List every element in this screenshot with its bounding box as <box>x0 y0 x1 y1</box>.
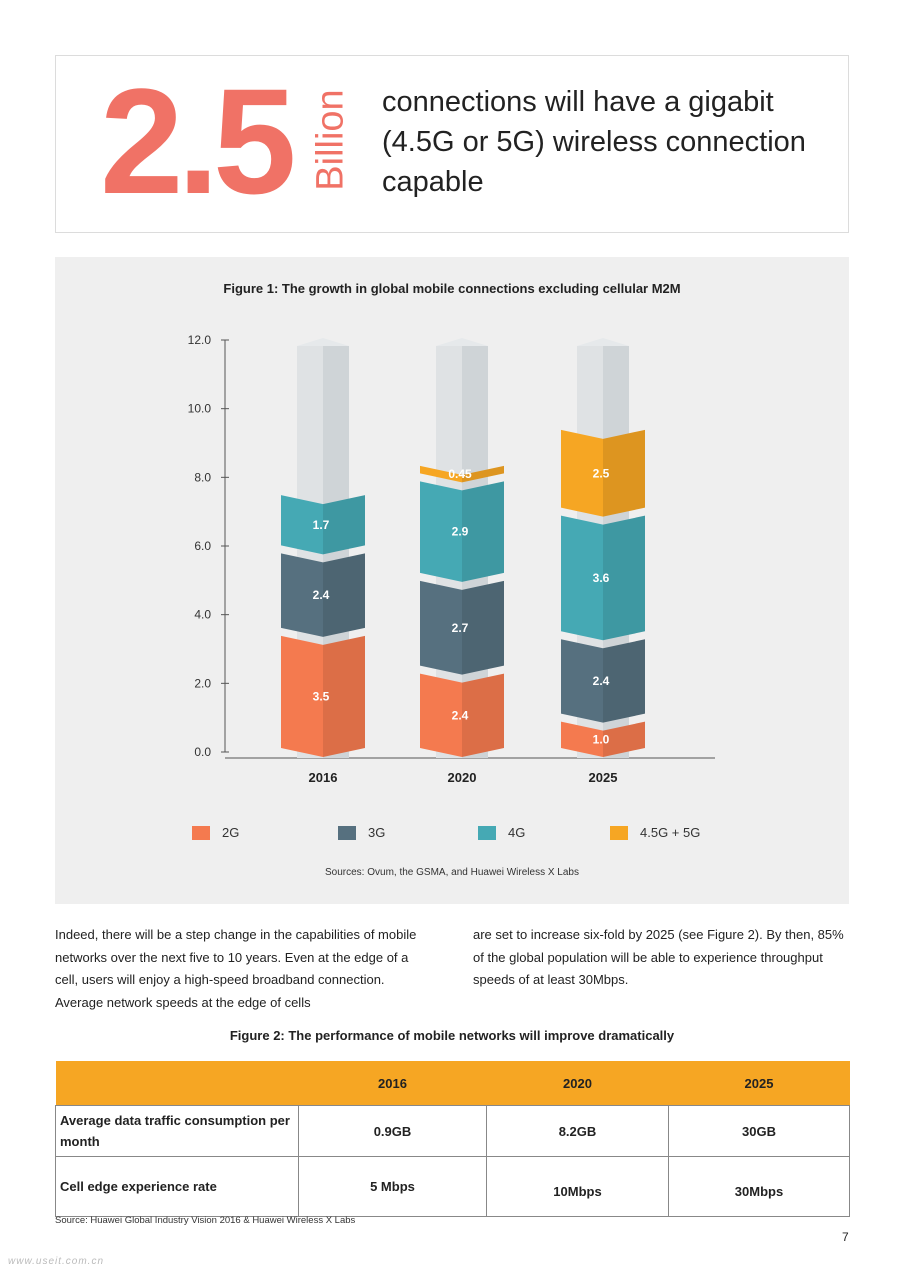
segment-4G-2025-left <box>561 515 603 641</box>
segment-45G5G-2020-left <box>420 465 462 483</box>
table-cell: 30GB <box>668 1105 850 1157</box>
figure1-title: Figure 1: The growth in global mobile co… <box>223 281 681 296</box>
pillar-cap <box>436 338 488 346</box>
figure2-source: Source: Huawei Global Industry Vision 20… <box>55 1215 356 1226</box>
data-label: 3.6 <box>593 571 610 585</box>
table-row: Cell edge experience rate 5 Mbps 10Mbps … <box>55 1156 850 1217</box>
table-header-2016: 2016 <box>298 1061 487 1106</box>
pillar-cap <box>297 338 349 346</box>
performance-table: 2016 2020 2025 Average data traffic cons… <box>55 1061 850 1217</box>
segment-3G-2016-right <box>323 553 365 637</box>
y-tick-label: 6.0 <box>194 539 211 553</box>
y-tick-label: 0.0 <box>194 745 211 759</box>
table-header-row: 2016 2020 2025 <box>55 1061 850 1106</box>
headline-unit: Billion <box>306 80 356 200</box>
legend-label: 2G <box>222 825 240 840</box>
figure1-source: Sources: Ovum, the GSMA, and Huawei Wire… <box>325 867 579 878</box>
segment-2G-2016-right <box>323 635 365 757</box>
figure1-panel: Figure 1: The growth in global mobile co… <box>55 257 849 904</box>
headline-callout: 2.5 Billion connections will have a giga… <box>55 55 849 233</box>
legend-label: 4G <box>508 825 526 840</box>
segment-3G-2020-left <box>420 580 462 675</box>
x-category-label: 2025 <box>589 770 618 785</box>
table-cell: 30Mbps <box>668 1156 850 1217</box>
legend-item: 4G <box>478 825 525 840</box>
segment-45G5G-2025-right <box>603 429 645 517</box>
y-tick-label: 10.0 <box>188 402 212 416</box>
headline-number: 2.5 <box>100 57 297 225</box>
segment-2G-2020-right <box>462 673 504 757</box>
segment-2G-2016-left <box>281 635 323 757</box>
segment-45G5G-2020-right <box>462 465 504 483</box>
data-label: 2.9 <box>452 525 469 539</box>
table-cell: 0.9GB <box>298 1105 487 1157</box>
segment-4G-2020-right <box>462 481 504 582</box>
table-row-label: Cell edge experience rate <box>55 1156 299 1217</box>
legend-label: 3G <box>368 825 386 840</box>
data-label: 0.45 <box>448 467 472 481</box>
connections-chart: 0.0 2.0 4.0 6.0 8.0 10.0 12.0 3.5 2.4 1.7 2016 2.4 2… <box>188 333 715 785</box>
legend-label: 4.5G + 5G <box>640 825 701 840</box>
data-label: 2.4 <box>313 588 330 602</box>
figure2-title: Figure 2: The performance of mobile netw… <box>229 1028 675 1043</box>
data-label: 2.4 <box>593 674 610 688</box>
legend-swatch <box>192 825 210 840</box>
paragraph-column-2: are set to increase six-fold by 2025 (se… <box>473 927 844 987</box>
table-header-2020: 2020 <box>486 1061 669 1106</box>
table-cell: 8.2GB <box>486 1105 669 1157</box>
data-label: 1.7 <box>313 518 330 532</box>
segment-2G-2020-left <box>420 673 462 757</box>
legend-item: 4.5G + 5G <box>610 825 700 840</box>
data-label: 2.5 <box>593 466 610 480</box>
y-tick-label: 8.0 <box>194 470 211 484</box>
y-tick-label: 4.0 <box>194 608 211 622</box>
legend-item: 3G <box>338 825 385 840</box>
segment-4G-2025-right <box>603 515 645 641</box>
segment-3G-2020-right <box>462 580 504 675</box>
segment-3G-2025-left <box>561 639 603 723</box>
segment-2G-2025-right <box>603 721 645 757</box>
table-header-empty <box>55 1061 299 1106</box>
data-label: 2.7 <box>452 621 469 635</box>
data-label: 2.4 <box>452 708 469 722</box>
segment-45G5G-2025-left <box>561 429 603 517</box>
table-cell: 5 Mbps <box>298 1156 487 1217</box>
table-header-2025: 2025 <box>668 1061 850 1106</box>
y-tick-label: 12.0 <box>188 333 212 347</box>
segment-4G-2020-left <box>420 481 462 582</box>
segment-2G-2025-left <box>561 721 603 757</box>
y-tick-label: 2.0 <box>194 676 211 690</box>
headline-text: connections will have a gigabit (4.5G or… <box>382 86 806 198</box>
segment-3G-2016-left <box>281 553 323 637</box>
segment-3G-2025-right <box>603 639 645 723</box>
data-label: 3.5 <box>313 689 330 703</box>
page-number: 7 <box>842 1230 849 1244</box>
legend-swatch <box>338 825 356 840</box>
watermark: www.useit.com.cn <box>8 1256 105 1267</box>
data-label: 1.0 <box>593 732 610 746</box>
segment-4G-2016-left <box>281 495 323 555</box>
x-category-label: 2016 <box>309 770 338 785</box>
paragraph-column-1: Indeed, there will be a step change in t… <box>55 927 417 1010</box>
x-category-label: 2020 <box>448 770 477 785</box>
table-row-label: Average data traffic consumption per mon… <box>55 1105 299 1157</box>
pillar-cap <box>577 338 629 346</box>
table-cell: 10Mbps <box>486 1156 669 1217</box>
table-row: Average data traffic consumption per mon… <box>55 1105 850 1157</box>
segment-4G-2016-right <box>323 495 365 555</box>
legend-item: 2G <box>192 825 239 840</box>
legend-swatch <box>610 825 628 840</box>
headline-unit-text: Billion <box>309 89 352 191</box>
legend-swatch <box>478 825 496 840</box>
